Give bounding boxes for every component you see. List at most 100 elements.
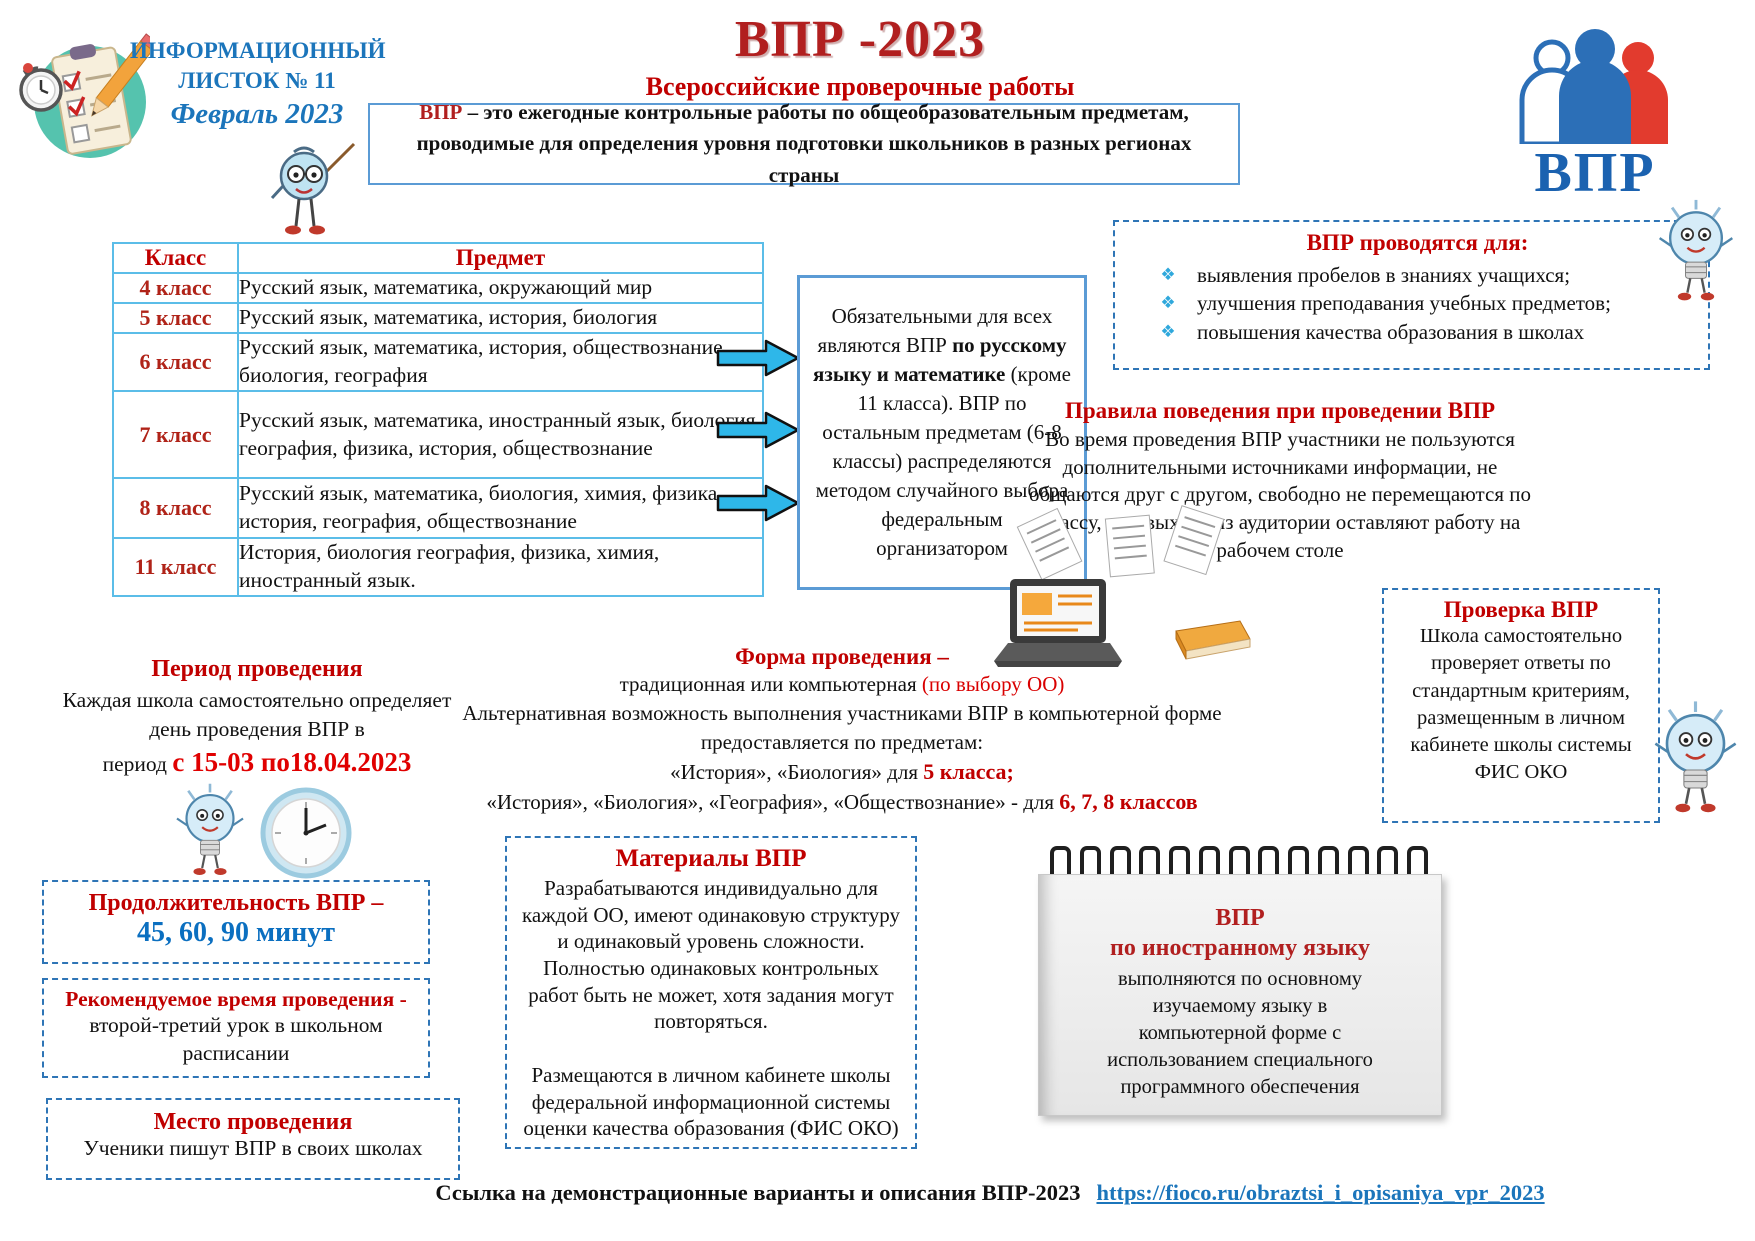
intro-box: ВПР – это ежегодные контрольные работы п… [368,100,1240,187]
column-header-subject: Предмет [237,242,764,274]
purpose-title: ВПР проводятся для: [1306,230,1529,255]
subjects-cell: Русский язык, математика, история, биоло… [237,302,764,334]
period-dates: с 15-03 по18.04.2023 [172,746,412,777]
list-item: ❖ повышения качества образования в школа… [1139,318,1696,346]
grade-cell: 6 класс [112,332,239,392]
mandatory-subjects-box: Обязательными для всех являются ВПР по р… [797,275,1087,590]
clock-icon [260,787,352,879]
form-line1-black: традиционная или компьютерная [619,672,922,696]
lightbulb-character [176,783,244,876]
mandatory-post: (кроме 11 класса). ВПР по остальным пред… [815,362,1071,560]
period-title: Период проведения [151,656,363,682]
period-line1: Каждая школа самостоятельно определяет д… [62,688,452,741]
form-section: Форма проведения – традиционная или комп… [438,644,1246,818]
pencil-character [270,142,356,235]
table-row: 7 класс Русский язык, математика, иностр… [112,390,764,479]
rules-text: Во время проведения ВПР участники не пол… [1029,427,1531,562]
notepad-title-line1: ВПР [1215,905,1265,931]
right-arrow-icon [716,411,800,449]
grade-cell: 5 класс [112,302,239,334]
period-section: Период проведения Каждая школа самостоят… [52,656,462,780]
period-line2: период [102,751,173,776]
materials-box: Материалы ВПР Разрабатываются индивидуал… [505,836,917,1149]
form-line4-black: «История», «Биология» для [670,759,924,784]
right-arrow-icon [716,339,800,377]
list-item: ❖ выявления пробелов в знаниях учащихся; [1139,261,1696,289]
checking-title: Проверка ВПР [1443,597,1599,622]
mandatory-bold: по русскому языку и математике [813,333,1067,387]
grade-cell: 4 класс [112,272,239,304]
list-item: ❖ улучшения преподавания учебных предмет… [1139,289,1696,317]
intro-text: ВПР – это ежегодные контрольные работы п… [392,97,1216,192]
info-sheet-line2: ЛИСТОК № 11 [178,67,336,93]
subjects-cell: История, биология география, физика, хим… [237,537,764,597]
rules-title: Правила поведения при проведении ВПР [1064,398,1496,423]
duration-box: Продолжительность ВПР – 45, 60, 90 минут [42,880,430,964]
recommended-title: Рекомендуемое время проведения - [65,987,407,1011]
form-line5-black: «История», «Биология», «География», «Общ… [486,790,1060,815]
page-title: ВПР -2023 [734,11,986,68]
materials-paragraph1: Разрабатываются индивидуально для каждой… [521,876,901,1034]
demo-variants-link[interactable]: https://fioco.ru/obraztsi_i_opisaniya_vp… [1096,1180,1545,1205]
laptop-papers-illustration [994,505,1251,667]
place-title: Место проведения [153,1109,353,1135]
diamond-bullet-icon: ❖ [1160,293,1176,313]
form-line1-red: (по выбору ОО) [921,672,1065,696]
table-row: 5 класс Русский язык, математика, истори… [112,302,764,334]
notepad-title-line2: по иностранному языку [1110,935,1370,961]
purpose-item-text: выявления пробелов в знаниях учащихся; [1197,263,1571,287]
subjects-cell: Русский язык, математика, иностранный яз… [237,390,764,479]
place-text: Ученики пишут ВПР в своих школах [83,1136,423,1160]
footer: Ссылка на демонстрационные варианты и оп… [390,1180,1590,1206]
subjects-cell: Русский язык, математика, биология, хими… [237,477,764,539]
lightbulb-character [1654,701,1737,813]
vpr-logo: ВПР [1495,28,1695,201]
right-arrow-icon [716,484,800,522]
info-sheet-line1: ИНФОРМАЦИОННЫЙ [130,38,386,63]
mandatory-pre: Обязательными для всех являются ВПР [817,304,1053,358]
info-sheet-header: ИНФОРМАЦИОННЫЙ ЛИСТОК № 11 Февраль 2023 [130,36,386,131]
form-line5: «История», «Биология», «География», «Общ… [438,787,1246,817]
intro-term: ВПР [419,99,463,124]
column-header-grade: Класс [112,242,239,274]
classes-subjects-table: Класс Предмет 4 класс Русский язык, мате… [112,242,764,597]
vpr-logo-text: ВПР [1534,142,1656,204]
foreign-language-notepad: ВПР по иностранному языку выполняются по… [1038,846,1442,1116]
notepad-paper: ВПР по иностранному языку выполняются по… [1038,874,1442,1116]
diamond-bullet-icon: ❖ [1160,321,1176,341]
table-row: 4 класс Русский язык, математика, окружа… [112,272,764,304]
materials-paragraph2: Размещаются в личном кабинете школы феде… [523,1062,899,1141]
vpr-people-icon [1519,29,1668,147]
materials-title: Материалы ВПР [615,845,807,872]
footer-label: Ссылка на демонстрационные варианты и оп… [435,1180,1081,1205]
form-line2: Альтернативная возможность выполнения уч… [462,700,1222,725]
purpose-item-text: улучшения преподавания учебных предметов… [1197,291,1611,316]
checking-box: Проверка ВПР Школа самостоятельно провер… [1382,588,1660,823]
duration-value: 45, 60, 90 минут [136,917,336,948]
place-box: Место проведения Ученики пишут ВПР в сво… [46,1098,460,1180]
form-line5-red: 6, 7, 8 классов [1059,789,1198,815]
mandatory-text: Обязательными для всех являются ВПР по р… [800,302,1084,563]
notepad-text: выполняются по основному изучаемому язык… [1107,968,1373,1099]
recommended-time-box: Рекомендуемое время проведения - второй-… [42,978,430,1078]
purpose-item-text: повышения качества образования в школах [1197,319,1585,344]
table-header-row: Класс Предмет [112,242,764,274]
grade-cell: 7 класс [112,390,239,479]
lightbulb-character [1658,199,1734,301]
checking-text: Школа самостоятельно проверяет ответы по… [1410,625,1632,784]
intro-rest: – это ежегодные контрольные работы по об… [416,99,1192,187]
checklist-clock-logo [19,33,150,158]
table-row: 11 класс История, биология география, фи… [112,537,764,597]
form-title: Форма проведения – [735,644,949,669]
subjects-cell: Русский язык, математика, окружающий мир [237,272,764,304]
period-text: Каждая школа самостоятельно определяет д… [52,686,462,780]
duration-title: Продолжительность ВПР – [88,890,384,916]
table-row: 8 класс Русский язык, математика, биолог… [112,477,764,539]
form-line3: предоставляется по предметам: [700,729,984,754]
subjects-cell: Русский язык, математика, история, общес… [237,332,764,392]
form-line4-red: 5 класса; [923,758,1014,784]
grade-cell: 8 класс [112,477,239,539]
grade-cell: 11 класс [112,537,239,597]
table-row: 6 класс Русский язык, математика, истори… [112,332,764,392]
